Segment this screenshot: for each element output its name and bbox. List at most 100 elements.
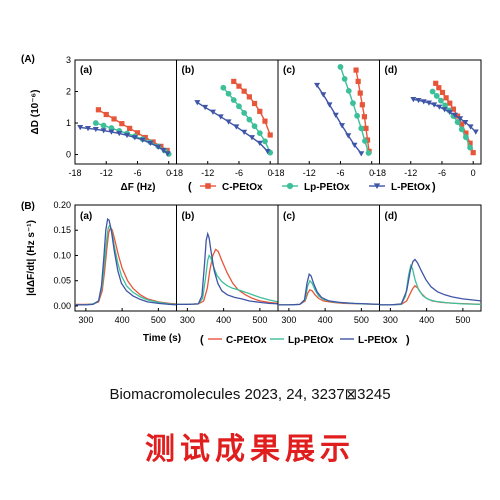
x-tick-label: -18 bbox=[373, 168, 386, 178]
data-point bbox=[251, 100, 258, 107]
data-point bbox=[314, 82, 321, 89]
y-tick-label: 0.05 bbox=[53, 276, 71, 286]
x-tick-label: 500 bbox=[455, 315, 470, 325]
data-point bbox=[443, 95, 449, 101]
x-axis-label: Time (s) bbox=[143, 333, 181, 344]
panel-label: (d) bbox=[385, 211, 398, 222]
x-tick-label: -18 bbox=[271, 168, 284, 178]
data-point bbox=[111, 116, 117, 122]
data-point bbox=[350, 100, 356, 107]
legend-label: C-PEtOx bbox=[222, 182, 263, 193]
data-point bbox=[454, 119, 461, 125]
panel-label: (a) bbox=[80, 65, 92, 76]
data-point bbox=[339, 123, 346, 129]
panel-label: (a) bbox=[80, 211, 92, 222]
data-point bbox=[95, 107, 102, 113]
data-point bbox=[433, 93, 440, 99]
x-tick-label: -12 bbox=[303, 168, 316, 178]
data-point bbox=[361, 114, 368, 120]
data-point bbox=[262, 118, 268, 124]
data-point bbox=[365, 150, 372, 156]
data-point bbox=[264, 149, 271, 155]
data-point bbox=[236, 103, 242, 110]
legend-open-paren: ( bbox=[200, 334, 204, 346]
data-point bbox=[233, 124, 240, 130]
data-point bbox=[77, 125, 84, 131]
data-point bbox=[241, 129, 248, 136]
data-point bbox=[345, 87, 352, 94]
data-point bbox=[467, 140, 473, 146]
figure: (A) (a) -18 -12 -6 0 0 1 2 3 (b) -18 -12 -6 0 (c) -18 -12… bbox=[21, 54, 482, 346]
data-point bbox=[337, 64, 344, 70]
data-point bbox=[108, 129, 115, 135]
data-point bbox=[354, 112, 361, 119]
data-point bbox=[438, 97, 444, 104]
data-point bbox=[345, 133, 352, 139]
data-point bbox=[441, 107, 448, 113]
y-tick-label: 0.10 bbox=[53, 250, 71, 260]
x-tick-label: -6 bbox=[133, 168, 141, 178]
panel-label: (c) bbox=[283, 65, 295, 76]
data-point bbox=[164, 151, 171, 157]
panel-frame bbox=[379, 59, 482, 165]
data-point bbox=[100, 122, 107, 129]
data-point bbox=[332, 112, 339, 118]
data-point bbox=[92, 120, 99, 126]
panel-label: (b) bbox=[182, 211, 195, 222]
data-point bbox=[256, 140, 263, 147]
data-point bbox=[220, 84, 227, 91]
data-point bbox=[251, 123, 258, 130]
x-tick-label: 300 bbox=[383, 315, 398, 325]
x-tick-label: 500 bbox=[354, 315, 369, 325]
citation-text: Biomacromolecules 2023, 24, 3237⊠3245 bbox=[109, 386, 391, 403]
y-tick-label: 0.15 bbox=[53, 225, 71, 235]
x-tick-label: 0 bbox=[471, 168, 476, 178]
data-point bbox=[116, 131, 123, 137]
panel-label: (d) bbox=[385, 65, 398, 76]
legend-marker bbox=[286, 182, 294, 190]
series-line bbox=[379, 284, 482, 306]
data-point bbox=[442, 102, 448, 109]
x-tick-label: -12 bbox=[100, 168, 113, 178]
y-tick-label: 0.00 bbox=[53, 301, 71, 311]
data-point bbox=[160, 148, 167, 154]
data-point bbox=[470, 150, 476, 156]
data-point bbox=[463, 130, 469, 136]
data-point bbox=[358, 125, 365, 132]
x-tick-label: -6 bbox=[235, 168, 243, 178]
data-point bbox=[341, 76, 348, 82]
data-point bbox=[351, 142, 358, 148]
legend-close-paren: ) bbox=[406, 334, 410, 346]
data-point bbox=[131, 135, 138, 141]
y-tick-label: 0 bbox=[66, 150, 71, 160]
data-point bbox=[155, 144, 162, 150]
data-point bbox=[92, 126, 99, 133]
x-tick-label: -6 bbox=[438, 168, 446, 178]
data-point bbox=[103, 111, 109, 118]
data-point bbox=[142, 134, 148, 141]
data-point bbox=[246, 116, 253, 123]
x-axis-label: ΔF (Hz) bbox=[121, 182, 156, 193]
x-tick-label: 0 bbox=[268, 168, 273, 178]
data-point bbox=[451, 112, 458, 118]
series-line bbox=[176, 248, 279, 306]
data-point bbox=[262, 138, 268, 145]
data-point bbox=[462, 120, 469, 126]
data-point bbox=[139, 137, 146, 143]
series-line bbox=[75, 226, 177, 306]
data-point bbox=[467, 144, 473, 151]
y-axis-label: |dΔF/dt| (Hz s⁻¹) bbox=[26, 220, 37, 296]
data-point bbox=[450, 106, 457, 112]
data-point bbox=[267, 132, 273, 138]
y-tick-label: 1 bbox=[66, 118, 71, 128]
y-tick-label: 0.20 bbox=[53, 200, 71, 210]
data-point bbox=[457, 116, 464, 122]
legend-open-paren: ( bbox=[188, 181, 192, 193]
legend-label: C-PEtOx bbox=[226, 335, 267, 346]
data-point bbox=[127, 125, 133, 131]
y-tick-label: 3 bbox=[66, 55, 71, 65]
x-tick-label: 300 bbox=[281, 315, 296, 325]
data-point bbox=[353, 67, 359, 73]
data-point bbox=[248, 135, 255, 141]
data-point bbox=[431, 102, 438, 108]
